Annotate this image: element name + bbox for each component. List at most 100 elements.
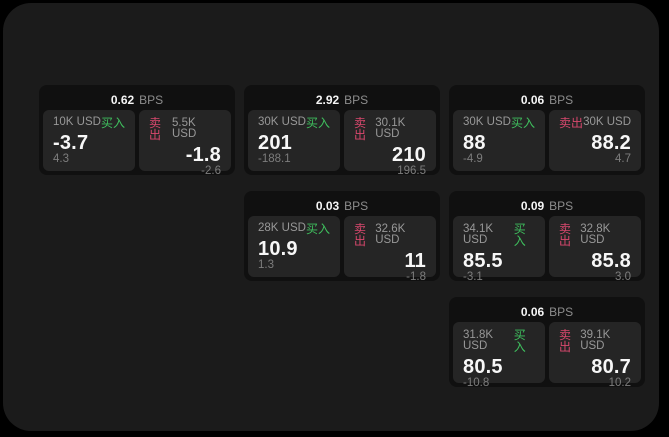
sell-notional: 5.5K USD: [172, 116, 197, 140]
sell-side-label: 卖出: [354, 116, 367, 142]
sell-quote-delta: 3.0: [615, 271, 631, 283]
sell-quote-delta: -1.8: [406, 271, 426, 283]
bps-header: 2.92 BPS: [248, 89, 436, 110]
quote-card: 2.92 BPS 30K USD 买入 201 -188.1 卖出: [244, 85, 440, 177]
buy-quote-value: 201: [258, 132, 292, 154]
app-panel: 0.62 BPS 10K USD 买入 -3.7 4.3 卖出: [3, 3, 659, 431]
buy-tile[interactable]: 31.8K USD 买入 80.5 -10.8: [453, 322, 545, 389]
bps-value: 0.03: [315, 198, 340, 213]
sell-side-label: 卖出: [149, 116, 162, 142]
sell-quote-value: -1.8: [185, 144, 221, 166]
sell-side-label: 卖出: [559, 328, 572, 354]
quote-tiles: 10K USD 买入 -3.7 4.3 卖出 5.5K USD -1.8 -2.…: [43, 110, 231, 177]
buy-side-label: 买入: [305, 222, 330, 236]
buy-side-label: 买入: [513, 222, 526, 248]
bps-header: 0.62 BPS: [43, 89, 231, 110]
quote-card: 0.06 BPS 30K USD 买入 88 -4.9 卖出: [449, 85, 645, 175]
quote-card: 0.62 BPS 10K USD 买入 -3.7 4.3 卖出: [39, 85, 235, 177]
sell-notional: 32.8K USD: [580, 222, 611, 246]
buy-quote-delta: -4.9: [463, 153, 483, 165]
buy-tile-top: 30K USD 买入: [258, 117, 330, 129]
sell-tile[interactable]: 卖出 32.6K USD 11 -1.8: [344, 216, 436, 283]
sell-quote-value: 210: [392, 144, 426, 166]
quote-tiles: 34.1K USD 买入 85.5 -3.1 卖出 32.8K USD 85.8…: [453, 216, 641, 283]
sell-quote-value: 80.7: [591, 356, 631, 378]
buy-tile[interactable]: 30K USD 买入 201 -188.1: [248, 110, 340, 171]
sell-tile[interactable]: 卖出 5.5K USD -1.8 -2.6: [139, 110, 231, 177]
sell-quote-delta: 10.2: [608, 377, 631, 389]
sell-tile-top: 卖出 30K USD: [559, 117, 631, 129]
bps-unit-label: BPS: [549, 304, 574, 319]
sell-tile[interactable]: 卖出 30.1K USD 210 196.5: [344, 110, 436, 177]
buy-quote-value: 88: [463, 132, 486, 154]
buy-quote-delta: -188.1: [258, 153, 291, 165]
sell-quote-delta: 196.5: [397, 165, 426, 177]
sell-tile-top: 卖出 5.5K USD: [149, 117, 221, 141]
buy-notional: 30K USD: [258, 116, 306, 129]
bps-value: 0.06: [520, 304, 545, 319]
bps-value: 0.06: [520, 92, 545, 107]
sell-tile[interactable]: 卖出 32.8K USD 85.8 3.0: [549, 216, 641, 283]
buy-quote-delta: -10.8: [463, 377, 490, 389]
buy-quote-delta: 4.3: [53, 153, 69, 165]
sell-side-label: 卖出: [354, 222, 367, 248]
buy-side-label: 买入: [510, 116, 535, 130]
bps-header: 0.06 BPS: [453, 301, 641, 322]
bps-header: 0.09 BPS: [453, 195, 641, 216]
sell-tile[interactable]: 卖出 39.1K USD 80.7 10.2: [549, 322, 641, 389]
buy-tile[interactable]: 28K USD 买入 10.9 1.3: [248, 216, 340, 277]
sell-tile[interactable]: 卖出 30K USD 88.2 4.7: [549, 110, 641, 171]
buy-tile[interactable]: 30K USD 买入 88 -4.9: [453, 110, 545, 171]
bps-unit-label: BPS: [139, 92, 164, 107]
buy-quote-value: -3.7: [53, 132, 89, 154]
quote-tiles: 28K USD 买入 10.9 1.3 卖出 32.6K USD 11 -1.8: [248, 216, 436, 283]
buy-tile-top: 28K USD 买入: [258, 223, 330, 235]
buy-notional: 31.8K USD: [463, 328, 494, 352]
sell-notional: 32.6K USD: [375, 222, 406, 246]
sell-tile-top: 卖出 32.8K USD: [559, 223, 631, 247]
bps-header: 0.03 BPS: [248, 195, 436, 216]
buy-side-label: 买入: [100, 116, 125, 130]
sell-tile-top: 卖出 39.1K USD: [559, 329, 631, 353]
quote-card: 0.03 BPS 28K USD 买入 10.9 1.3 卖出: [244, 191, 440, 283]
sell-quote-value: 85.8: [591, 250, 631, 272]
bps-header: 0.06 BPS: [453, 89, 641, 110]
bps-unit-label: BPS: [549, 92, 574, 107]
sell-notional: 39.1K USD: [580, 328, 611, 352]
buy-tile-top: 30K USD 买入: [463, 117, 535, 129]
buy-notional: 30K USD: [463, 116, 511, 129]
bps-unit-label: BPS: [344, 198, 369, 213]
bps-unit-label: BPS: [549, 198, 574, 213]
buy-tile[interactable]: 10K USD 买入 -3.7 4.3: [43, 110, 135, 171]
buy-side-label: 买入: [305, 116, 330, 130]
buy-notional: 10K USD: [53, 116, 101, 129]
buy-quote-delta: 1.3: [258, 259, 274, 271]
sell-quote-value: 88.2: [591, 132, 631, 154]
quote-tiles: 30K USD 买入 88 -4.9 卖出 30K USD 88.2 4.7: [453, 110, 641, 171]
quote-tiles: 30K USD 买入 201 -188.1 卖出 30.1K USD 210 1…: [248, 110, 436, 177]
buy-quote-value: 85.5: [463, 250, 503, 272]
buy-quote-value: 80.5: [463, 356, 503, 378]
buy-side-label: 买入: [513, 328, 526, 354]
bps-value: 0.62: [110, 92, 135, 107]
cards-grid: 0.62 BPS 10K USD 买入 -3.7 4.3 卖出: [39, 85, 645, 389]
sell-side-label: 卖出: [559, 116, 584, 130]
buy-tile-top: 34.1K USD 买入: [463, 223, 535, 247]
bps-value: 2.92: [315, 92, 340, 107]
buy-tile-top: 31.8K USD 买入: [463, 329, 535, 353]
bps-value: 0.09: [520, 198, 545, 213]
bps-unit-label: BPS: [344, 92, 369, 107]
sell-side-label: 卖出: [559, 222, 572, 248]
buy-quote-delta: -3.1: [463, 271, 483, 283]
buy-tile[interactable]: 34.1K USD 买入 85.5 -3.1: [453, 216, 545, 283]
quote-card: 0.06 BPS 31.8K USD 买入 80.5 -10.8 卖: [449, 297, 645, 389]
sell-tile-top: 卖出 30.1K USD: [354, 117, 426, 141]
quote-tiles: 31.8K USD 买入 80.5 -10.8 卖出 39.1K USD 80.…: [453, 322, 641, 389]
buy-quote-value: 10.9: [258, 238, 298, 260]
buy-tile-top: 10K USD 买入: [53, 117, 125, 129]
sell-quote-delta: -2.6: [201, 165, 221, 177]
sell-quote-value: 11: [404, 250, 426, 272]
buy-notional: 28K USD: [258, 222, 306, 235]
sell-notional: 30K USD: [583, 116, 631, 129]
